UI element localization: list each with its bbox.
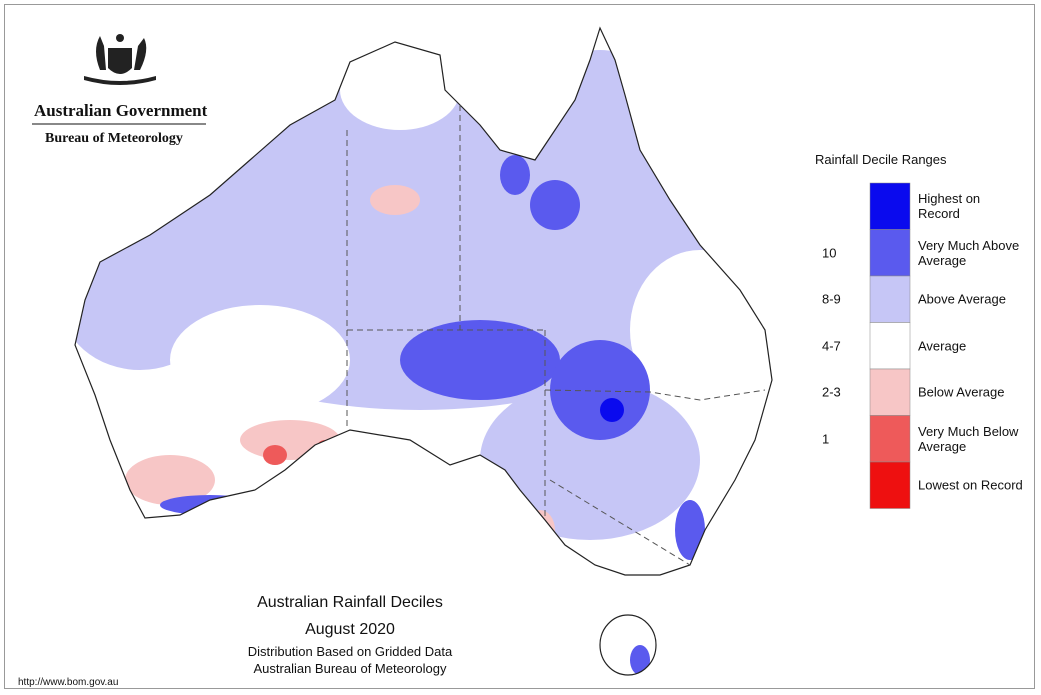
- legend-decile: 2-3: [822, 384, 841, 400]
- legend-decile: 8-9: [822, 291, 841, 307]
- legend-label: Very Much Below Average: [918, 423, 1019, 454]
- government-name: Australian Government: [34, 101, 208, 120]
- legend-label: Above Average: [918, 291, 1006, 307]
- legend-label: Lowest on Record: [918, 477, 1023, 493]
- legend-swatch: [869, 461, 911, 509]
- frame: [4, 4, 1035, 689]
- legend-swatch: [869, 182, 911, 230]
- legend-label: Very Much Above Average: [918, 237, 1020, 268]
- legend-swatch: [869, 368, 911, 416]
- legend-label: Highest on Record: [918, 191, 981, 222]
- crest: [84, 34, 156, 85]
- caption-source: Australian Bureau of Meteorology: [253, 661, 447, 676]
- legend-title: Rainfall Decile Ranges: [815, 152, 947, 167]
- legend-swatch: [869, 322, 911, 370]
- legend-label: Below Average: [918, 384, 1005, 400]
- bureau-name: Bureau of Meteorology: [45, 131, 183, 146]
- legend-swatch: [869, 275, 911, 323]
- legend-swatch: [869, 415, 911, 463]
- legend-decile: 1: [822, 431, 830, 447]
- caption-title: Australian Rainfall Deciles: [257, 594, 443, 611]
- coastline: [74, 26, 773, 576]
- legend-decile: 4-7: [822, 338, 841, 354]
- legend-decile: 10: [822, 245, 837, 261]
- state-borders: [346, 105, 766, 566]
- legend-label: Average: [918, 338, 967, 354]
- caption-method: Distribution Based on Gridded Data: [247, 644, 453, 659]
- tasmania-coast: [599, 614, 657, 676]
- url: http://www.bom.gov.au: [18, 677, 119, 688]
- caption-period: August 2020: [305, 621, 395, 638]
- legend: [869, 182, 911, 509]
- legend-swatch: [869, 229, 911, 277]
